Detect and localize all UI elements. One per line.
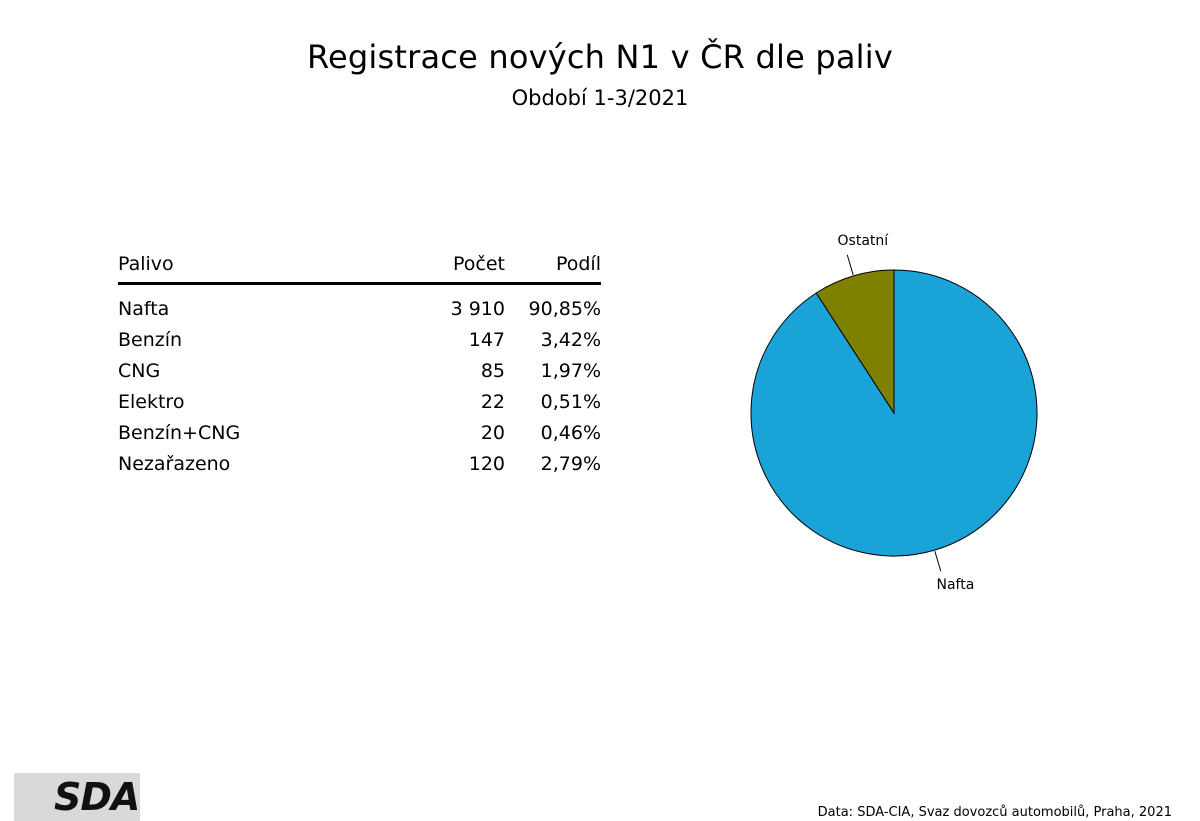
source-note: Data: SDA-CIA, Svaz dovozců automobilů, …	[817, 805, 1172, 820]
table-row: Nafta 3 910 90,85%	[118, 284, 601, 325]
table-row: Elektro 22 0,51%	[118, 386, 601, 417]
fuel-count: 3 910	[450, 297, 505, 320]
fuel-name: Nafta	[118, 297, 170, 320]
pie-label-nafta: Nafta	[936, 577, 974, 593]
table-row: Nezařazeno 120 2,79%	[118, 448, 601, 479]
sda-logo-text: SDA	[54, 775, 140, 819]
column-header-share: Podíl	[505, 252, 601, 285]
fuel-count: 120	[468, 452, 505, 475]
fuel-count: 20	[480, 421, 505, 444]
fuel-share: 3,42%	[540, 328, 601, 351]
fuel-count: 85	[480, 359, 505, 382]
column-header-count: Počet	[405, 252, 505, 285]
pie-chart: Nafta Ostatní	[750, 233, 1038, 593]
table-row: Benzín+CNG 20 0,46%	[118, 417, 601, 448]
fuel-share: 1,97%	[540, 359, 601, 382]
table-header-row: Palivo Počet Podíl	[118, 252, 601, 285]
fuel-table: Palivo Počet Podíl Nafta 3 910 90,85% Be…	[118, 252, 601, 479]
pie-leader-line	[846, 254, 854, 276]
fuel-name: Nezařazeno	[118, 452, 231, 475]
fuel-count: 147	[468, 328, 505, 351]
pie-leader-line	[934, 550, 942, 572]
fuel-share: 2,79%	[540, 452, 601, 475]
column-header-fuel: Palivo	[118, 252, 405, 285]
table-row: CNG 85 1,97%	[118, 355, 601, 386]
fuel-name: Elektro	[118, 390, 185, 413]
fuel-name: Benzín+CNG	[118, 421, 241, 444]
fuel-share: 90,85%	[528, 297, 601, 320]
sda-logo: SDA	[14, 773, 140, 821]
chart-title: Registrace nových N1 v ČR dle paliv	[307, 38, 893, 76]
fuel-share: 0,46%	[540, 421, 601, 444]
pie-label-ostatní: Ostatní	[838, 233, 890, 249]
table-row: Benzín 147 3,42%	[118, 324, 601, 355]
fuel-name: CNG	[118, 359, 161, 382]
fuel-share: 0,51%	[540, 390, 601, 413]
chart-subtitle: Období 1-3/2021	[511, 86, 689, 110]
fuel-name: Benzín	[118, 328, 183, 351]
pie-slice-ostatní	[815, 269, 895, 415]
fuel-count: 22	[480, 390, 505, 413]
